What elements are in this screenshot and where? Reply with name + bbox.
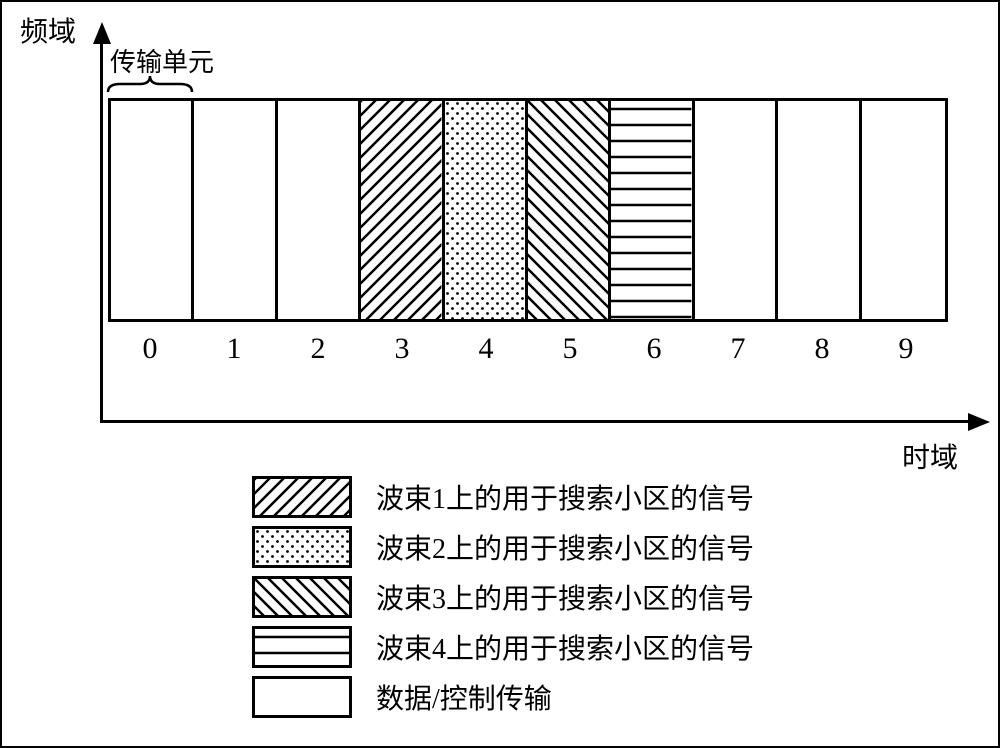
legend-swatch-blank [252, 676, 352, 718]
slot-3 [361, 101, 444, 319]
legend-row-1: 波束2上的用于搜索小区的信号 [252, 526, 754, 568]
legend-swatch-diag45 [252, 476, 352, 518]
slot-label-1: 1 [192, 332, 276, 366]
slot-label-3: 3 [360, 332, 444, 366]
legend: 波束1上的用于搜索小区的信号波束2上的用于搜索小区的信号波束3上的用于搜索小区的… [252, 476, 754, 726]
legend-text-4: 数据/控制传输 [376, 677, 552, 717]
slot-2 [278, 101, 361, 319]
slot-7 [695, 101, 778, 319]
slot-1 [194, 101, 277, 319]
slot-6 [611, 101, 694, 319]
x-axis-arrow [968, 413, 990, 431]
legend-swatch-dots [252, 526, 352, 568]
legend-text-0: 波束1上的用于搜索小区的信号 [376, 477, 754, 517]
slot-label-0: 0 [108, 332, 192, 366]
slot-labels: 0123456789 [108, 332, 948, 366]
legend-text-2: 波束3上的用于搜索小区的信号 [376, 577, 754, 617]
legend-row-0: 波束1上的用于搜索小区的信号 [252, 476, 754, 518]
brace-icon [106, 74, 194, 96]
x-axis-label: 时域 [902, 436, 958, 476]
slot-8 [778, 101, 861, 319]
slot-label-5: 5 [528, 332, 612, 366]
slot-4 [445, 101, 528, 319]
y-axis-label: 频域 [20, 10, 76, 50]
legend-row-4: 数据/控制传输 [252, 676, 754, 718]
slot-label-7: 7 [696, 332, 780, 366]
y-axis-line [100, 42, 103, 422]
legend-text-3: 波束4上的用于搜索小区的信号 [376, 627, 754, 667]
slot-label-4: 4 [444, 332, 528, 366]
slot-label-2: 2 [276, 332, 360, 366]
timeline-row [108, 98, 948, 322]
legend-text-1: 波束2上的用于搜索小区的信号 [376, 527, 754, 567]
slot-9 [862, 101, 945, 319]
figure-canvas: 频域 时域 传输单元 0123456789 波束1上的用于搜索小区的信号波束2上… [0, 0, 1000, 748]
y-axis-arrow [93, 22, 111, 44]
slot-5 [528, 101, 611, 319]
legend-swatch-diag135 [252, 576, 352, 618]
slot-label-6: 6 [612, 332, 696, 366]
legend-row-2: 波束3上的用于搜索小区的信号 [252, 576, 754, 618]
slot-0 [111, 101, 194, 319]
slot-label-9: 9 [864, 332, 948, 366]
legend-row-3: 波束4上的用于搜索小区的信号 [252, 626, 754, 668]
slot-label-8: 8 [780, 332, 864, 366]
x-axis-line [100, 420, 970, 423]
legend-swatch-hstripe [252, 626, 352, 668]
